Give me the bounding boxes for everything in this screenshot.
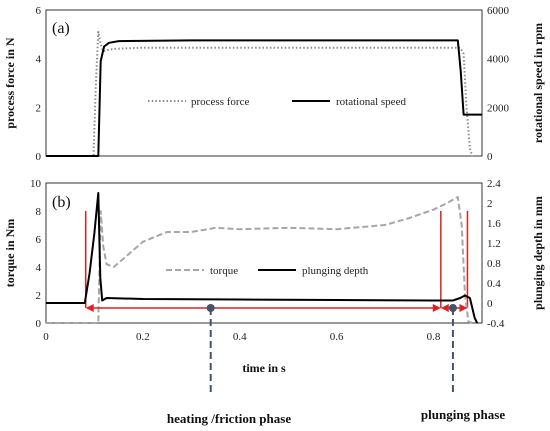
ytick-left-label: 2 xyxy=(36,290,42,302)
ytick-left-label: 10 xyxy=(30,178,42,190)
phase-marker xyxy=(448,304,457,312)
panel-b-right-ticks: -0.4 0 0.4 0.8 1.2 1.6 2 2.4 xyxy=(487,178,505,330)
legend-torque-label: torque xyxy=(210,265,238,277)
phase-label-heating: heating /friction phase xyxy=(167,411,291,426)
phase-label-plunging: plunging phase xyxy=(421,407,505,422)
ytick-right-label: 1.6 xyxy=(487,218,501,230)
panel-a-ylabel-right: rotational speed in rpm xyxy=(531,23,545,143)
panel-a-plot-area xyxy=(45,9,483,157)
panel-b-label: (b) xyxy=(52,194,71,211)
legend-rotational-speed-label: rotational speed xyxy=(336,96,406,108)
panel-b-ylabel-left: torque in Nm xyxy=(3,219,17,287)
ytick-left-label: 4 xyxy=(36,54,42,66)
series-torque xyxy=(46,196,473,324)
ytick-left-label: 6 xyxy=(36,5,42,17)
ytick-right-label: 0.8 xyxy=(487,258,501,270)
panel-b-series xyxy=(46,192,479,324)
panel-b-x-ticks: 0 0.2 0.4 0.6 0.8 xyxy=(43,331,441,343)
ytick-right-label: 2.4 xyxy=(487,178,501,190)
panel-a-left-ticks: 0 2 4 6 xyxy=(36,5,42,163)
panel-b-ylabel-right: plunging depth in mm xyxy=(531,196,545,310)
ytick-left-label: 2 xyxy=(36,102,42,114)
xtick-label: 0.8 xyxy=(427,331,441,343)
phase-arrow-head-right xyxy=(432,304,441,312)
panel-a-series xyxy=(46,30,482,157)
panel-a: 0 2 4 6 0 2000 4000 6000 (a) process force in … xyxy=(3,5,545,163)
phase-arrow-head-left xyxy=(85,304,94,312)
ytick-right-label: 0 xyxy=(487,298,493,310)
panel-a-right-ticks: 0 2000 4000 6000 xyxy=(487,5,510,163)
xtick-label: 0.6 xyxy=(330,331,344,343)
panel-a-label: (a) xyxy=(52,20,70,37)
legend-process-force-label: process force xyxy=(191,96,249,108)
ytick-right-label: 0 xyxy=(487,151,493,163)
panel-b-left-ticks: 0 2 4 6 8 10 xyxy=(30,178,42,330)
ytick-right-label: 2 xyxy=(487,198,493,210)
panel-b-plot-area xyxy=(45,182,483,324)
ytick-left-label: 8 xyxy=(36,206,42,218)
xtick-label: 0.2 xyxy=(136,331,150,343)
panel-b-xlabel: time in s xyxy=(242,361,286,375)
ytick-left-label: 0 xyxy=(36,151,42,163)
ytick-right-label: 0.4 xyxy=(487,278,501,290)
ytick-right-label: -0.4 xyxy=(487,318,505,330)
xtick-label: 0 xyxy=(43,331,49,343)
panel-b-annotation-lines xyxy=(84,211,469,308)
series-plunging-depth xyxy=(46,192,479,324)
phase-arrow-head-left xyxy=(440,304,449,312)
ytick-right-label: 1.2 xyxy=(487,238,501,250)
legend-plunging-depth-label: plunging depth xyxy=(302,265,369,277)
ytick-right-label: 2000 xyxy=(487,102,510,114)
panel-a-ylabel-left: process force in N xyxy=(3,37,17,129)
phase-arrow-head-right xyxy=(459,304,468,312)
phase-marker xyxy=(206,304,215,312)
series-rotational-speed xyxy=(46,39,482,157)
ytick-left-label: 6 xyxy=(36,234,42,246)
ytick-left-label: 0 xyxy=(36,318,42,330)
xtick-label: 0.4 xyxy=(233,331,247,343)
ytick-left-label: 4 xyxy=(36,262,42,274)
series-process-force xyxy=(46,30,474,157)
panel-b-phase-arrows xyxy=(85,304,468,396)
panel-b: 0 2 4 6 8 10 -0.4 0 0.4 0.8 1.2 1.6 2 2.4 0 0.2 0.4 0.6… xyxy=(3,178,545,426)
panel-b-legend: torque plunging depth xyxy=(166,265,369,277)
ytick-right-label: 4000 xyxy=(487,54,510,66)
ytick-right-label: 6000 xyxy=(487,5,510,17)
panel-a-legend: process force rotational speed xyxy=(148,96,406,108)
